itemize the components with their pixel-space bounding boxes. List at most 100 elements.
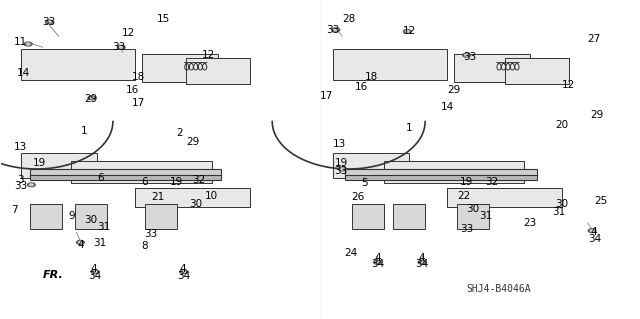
Text: SHJ4-B4046A: SHJ4-B4046A bbox=[466, 284, 531, 294]
Text: 10: 10 bbox=[205, 191, 218, 201]
Bar bbox=[457, 204, 489, 229]
Text: 34: 34 bbox=[415, 259, 429, 269]
Text: 6: 6 bbox=[141, 177, 148, 187]
Text: 13: 13 bbox=[333, 139, 346, 149]
Text: 33: 33 bbox=[463, 52, 476, 62]
Text: 27: 27 bbox=[588, 34, 600, 44]
Text: 16: 16 bbox=[355, 82, 368, 92]
Text: 17: 17 bbox=[132, 98, 145, 108]
Text: 30: 30 bbox=[467, 204, 479, 213]
Text: 21: 21 bbox=[151, 192, 164, 203]
Text: 11: 11 bbox=[14, 38, 27, 48]
Text: 4: 4 bbox=[374, 253, 381, 263]
Bar bbox=[384, 161, 524, 183]
Bar bbox=[145, 204, 177, 229]
Circle shape bbox=[334, 29, 338, 31]
Text: 18: 18 bbox=[364, 72, 378, 82]
Text: 7: 7 bbox=[11, 205, 17, 215]
Text: 30: 30 bbox=[84, 215, 97, 225]
Text: 33: 33 bbox=[326, 25, 339, 35]
Bar bbox=[333, 153, 409, 178]
Text: 4: 4 bbox=[90, 263, 97, 274]
Circle shape bbox=[88, 96, 96, 100]
Text: 19: 19 bbox=[335, 158, 348, 168]
Text: 34: 34 bbox=[589, 234, 602, 244]
Circle shape bbox=[182, 271, 186, 273]
Bar bbox=[30, 204, 62, 229]
Text: 30: 30 bbox=[556, 199, 569, 209]
Text: 19: 19 bbox=[170, 177, 183, 187]
Bar bbox=[186, 58, 250, 84]
Bar bbox=[505, 58, 568, 84]
Circle shape bbox=[117, 45, 125, 49]
Circle shape bbox=[339, 167, 346, 171]
Text: 4: 4 bbox=[591, 227, 597, 237]
Text: 14: 14 bbox=[441, 102, 454, 112]
Circle shape bbox=[119, 46, 123, 48]
Text: 1: 1 bbox=[81, 126, 88, 136]
Text: 29: 29 bbox=[447, 85, 460, 95]
Text: 24: 24 bbox=[344, 248, 357, 258]
Text: FR.: FR. bbox=[43, 270, 63, 280]
Text: 34: 34 bbox=[88, 271, 102, 280]
Circle shape bbox=[465, 54, 468, 56]
Text: 34: 34 bbox=[371, 259, 384, 269]
Text: 29: 29 bbox=[591, 110, 604, 120]
Circle shape bbox=[90, 97, 94, 99]
Bar bbox=[72, 161, 212, 183]
Text: 12: 12 bbox=[562, 80, 575, 90]
Circle shape bbox=[590, 230, 594, 232]
Text: 14: 14 bbox=[17, 68, 30, 78]
Text: 29: 29 bbox=[186, 137, 199, 147]
Text: 18: 18 bbox=[132, 72, 145, 82]
Text: 19: 19 bbox=[33, 158, 46, 168]
Text: 33: 33 bbox=[145, 229, 158, 239]
Circle shape bbox=[403, 30, 411, 33]
Bar bbox=[135, 188, 250, 207]
Circle shape bbox=[93, 271, 97, 273]
Text: 28: 28 bbox=[342, 14, 355, 24]
Text: 16: 16 bbox=[125, 85, 139, 95]
Circle shape bbox=[420, 261, 424, 263]
Text: 6: 6 bbox=[97, 174, 104, 183]
Circle shape bbox=[28, 183, 35, 187]
Text: 12: 12 bbox=[202, 50, 215, 60]
Text: 4: 4 bbox=[77, 240, 84, 250]
Circle shape bbox=[77, 241, 84, 244]
Bar bbox=[352, 204, 384, 229]
Text: 12: 12 bbox=[403, 26, 416, 36]
Bar bbox=[30, 169, 221, 177]
Text: 15: 15 bbox=[157, 14, 170, 24]
Circle shape bbox=[180, 270, 188, 274]
Bar bbox=[346, 169, 537, 177]
Bar bbox=[346, 175, 537, 180]
Text: 17: 17 bbox=[320, 91, 333, 101]
Text: 5: 5 bbox=[362, 178, 368, 188]
Text: 4: 4 bbox=[419, 253, 425, 263]
Text: 30: 30 bbox=[189, 199, 202, 209]
Bar bbox=[454, 54, 531, 82]
Text: 2: 2 bbox=[177, 128, 183, 137]
Text: 33: 33 bbox=[42, 17, 56, 27]
Text: 34: 34 bbox=[177, 271, 190, 280]
Circle shape bbox=[47, 21, 51, 23]
Circle shape bbox=[418, 260, 426, 264]
Text: 13: 13 bbox=[14, 142, 27, 152]
Text: 23: 23 bbox=[524, 218, 537, 228]
Circle shape bbox=[332, 28, 340, 32]
Circle shape bbox=[29, 184, 33, 186]
Text: 33: 33 bbox=[14, 182, 27, 191]
Bar bbox=[447, 188, 562, 207]
Bar bbox=[20, 153, 97, 178]
Bar bbox=[333, 49, 447, 80]
Bar bbox=[30, 175, 221, 180]
Text: 22: 22 bbox=[457, 191, 470, 201]
Text: 31: 31 bbox=[97, 222, 110, 233]
Circle shape bbox=[588, 229, 596, 233]
Circle shape bbox=[45, 20, 53, 24]
Circle shape bbox=[405, 31, 409, 33]
Text: 31: 31 bbox=[479, 211, 492, 221]
Text: 20: 20 bbox=[556, 120, 569, 130]
Text: 31: 31 bbox=[552, 207, 566, 217]
Text: 29: 29 bbox=[84, 94, 97, 104]
